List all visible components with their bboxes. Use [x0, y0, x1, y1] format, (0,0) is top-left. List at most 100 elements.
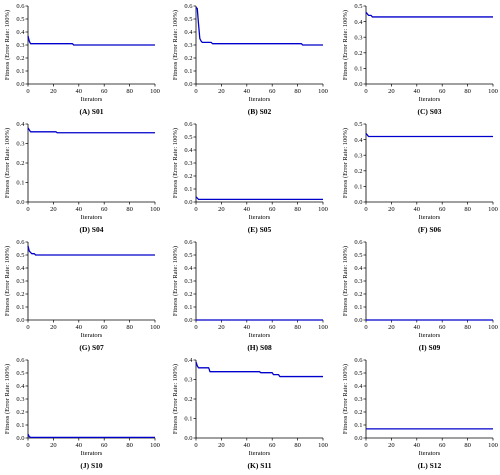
- y-tick-label: 0.1: [354, 184, 362, 191]
- y-tick-label: 0.3: [16, 141, 24, 148]
- x-tick-label: 80: [464, 88, 471, 95]
- x-tick-label: 100: [150, 442, 160, 449]
- y-axis-title: Fitness (Error Rate: 100%): [172, 246, 179, 316]
- x-tick-label: 100: [150, 88, 160, 95]
- x-tick-label: 0: [364, 442, 367, 449]
- x-tick-label: 20: [218, 442, 225, 449]
- y-axis-title: Fitness (Error Rate: 100%): [342, 10, 349, 80]
- x-tick-label: 40: [76, 206, 83, 213]
- x-tick-label: 40: [414, 442, 421, 449]
- y-tick-label: 0.5: [354, 370, 362, 377]
- y-tick-label: 0.0: [184, 81, 192, 88]
- y-axis-title: Fitness (Error Rate: 100%): [4, 10, 11, 80]
- series-line: [195, 6, 323, 46]
- x-axis-title: Iterators: [419, 332, 441, 339]
- panel-caption: (L) S12: [418, 461, 442, 470]
- panel-caption: (C) S03: [418, 107, 442, 116]
- chart-panel: 0 20 40 60 80 100 0.0 0.1 0.2 0.3 0.4 Iterators Fitn…: [4, 121, 160, 234]
- y-tick-label: 0.3: [354, 34, 362, 41]
- x-tick-label: 40: [76, 442, 83, 449]
- x-axis-title: Iterators: [249, 332, 271, 339]
- x-tick-label: 60: [101, 324, 108, 331]
- x-tick-label: 0: [194, 442, 197, 449]
- y-tick-label: 0.6: [354, 239, 363, 246]
- y-axis-title: Fitness (Error Rate: 100%): [342, 364, 349, 434]
- y-tick-label: 0.4: [16, 29, 25, 36]
- x-axis-title: Iterators: [81, 214, 103, 221]
- y-tick-label: 0.1: [184, 68, 192, 75]
- y-tick-label: 0.3: [184, 278, 192, 285]
- x-tick-label: 100: [488, 88, 498, 95]
- y-tick-label: 0.1: [354, 66, 362, 73]
- x-tick-label: 60: [439, 88, 446, 95]
- y-tick-label: 0.2: [184, 291, 192, 298]
- x-tick-label: 80: [126, 442, 133, 449]
- chart-panel: 0 20 40 60 80 100 0.0 0.1 0.2 0.3 0.4 0.5 0.6 Iterato…: [4, 3, 160, 116]
- x-tick-label: 20: [388, 206, 395, 213]
- x-tick-label: 40: [244, 206, 251, 213]
- x-tick-label: 80: [294, 206, 301, 213]
- x-tick-label: 60: [101, 88, 108, 95]
- y-tick-label: 0.4: [354, 19, 363, 26]
- y-axis-title: Fitness (Error Rate: 100%): [172, 128, 179, 198]
- y-tick-label: 0.3: [184, 160, 192, 167]
- chart-panel: 0 20 40 60 80 100 0.0 0.1 0.2 0.3 0.4 0.5 0.6 Iterato…: [4, 357, 160, 470]
- y-tick-label: 0.3: [16, 278, 24, 285]
- y-tick-label: 0.5: [354, 252, 362, 259]
- chart-panel: 0 20 40 60 80 100 0.0 0.1 0.2 0.3 0.4 0.5 0.6 Iterato…: [172, 3, 328, 116]
- y-tick-label: 0.3: [16, 396, 24, 403]
- panel-caption: (E) S05: [248, 225, 272, 234]
- x-tick-label: 0: [364, 206, 367, 213]
- x-tick-label: 60: [101, 206, 108, 213]
- x-tick-label: 0: [194, 206, 197, 213]
- y-axis-title: Fitness (Error Rate: 100%): [172, 364, 179, 434]
- y-tick-label: 0.2: [16, 160, 24, 167]
- panel-caption: (A) S01: [80, 107, 104, 116]
- chart-panel: 0 20 40 60 80 100 0.0 0.1 0.2 0.3 0.4 0.5 Iterators F…: [342, 3, 498, 116]
- series-line: [365, 132, 493, 138]
- x-tick-label: 20: [218, 206, 225, 213]
- y-tick-label: 0.6: [354, 357, 363, 364]
- x-tick-label: 60: [439, 442, 446, 449]
- x-tick-label: 0: [26, 324, 29, 331]
- y-tick-label: 0.1: [16, 180, 24, 187]
- y-tick-label: 0.2: [16, 409, 24, 416]
- x-tick-label: 20: [388, 88, 395, 95]
- y-tick-label: 0.2: [16, 291, 24, 298]
- x-tick-label: 80: [464, 442, 471, 449]
- y-tick-label: 0.5: [354, 121, 362, 128]
- x-tick-label: 0: [364, 88, 367, 95]
- y-tick-label: 0.1: [184, 304, 192, 311]
- y-tick-label: 0.0: [354, 435, 362, 442]
- x-tick-label: 20: [50, 442, 57, 449]
- x-axis-title: Iterators: [81, 332, 103, 339]
- y-tick-label: 0.6: [184, 121, 193, 128]
- chart-panel: 0 20 40 60 80 100 0.0 0.1 0.2 0.3 0.4 0.5 0.6 Iterato…: [4, 239, 160, 352]
- y-tick-label: 0.0: [184, 435, 192, 442]
- x-tick-label: 0: [194, 88, 197, 95]
- x-tick-label: 80: [464, 324, 471, 331]
- y-axis-title: Fitness (Error Rate: 100%): [342, 128, 349, 198]
- x-tick-label: 80: [126, 88, 133, 95]
- y-axis-title: Fitness (Error Rate: 100%): [4, 364, 11, 434]
- chart-panel: 0 20 40 60 80 100 0.0 0.1 0.2 0.3 0.4 Iterators Fitn…: [172, 357, 328, 470]
- y-tick-label: 0.1: [16, 422, 24, 429]
- y-tick-label: 0.0: [184, 199, 192, 206]
- x-axis-title: Iterators: [419, 214, 441, 221]
- y-axis-title: Fitness (Error Rate: 100%): [4, 246, 11, 316]
- y-tick-label: 0.5: [16, 370, 24, 377]
- y-tick-label: 0.4: [184, 357, 193, 364]
- y-tick-label: 0.1: [184, 416, 192, 423]
- panel-caption: (K) S11: [248, 461, 272, 470]
- panel-caption: (H) S08: [247, 343, 272, 352]
- y-tick-label: 0.0: [16, 317, 24, 324]
- x-tick-label: 20: [50, 206, 57, 213]
- y-axis-title: Fitness (Error Rate: 100%): [4, 128, 11, 198]
- x-tick-label: 100: [488, 324, 498, 331]
- x-tick-label: 100: [318, 324, 328, 331]
- y-tick-label: 0.3: [354, 396, 362, 403]
- x-tick-label: 100: [150, 206, 160, 213]
- y-tick-label: 0.6: [16, 3, 25, 10]
- y-tick-label: 0.6: [16, 357, 25, 364]
- x-tick-label: 60: [439, 206, 446, 213]
